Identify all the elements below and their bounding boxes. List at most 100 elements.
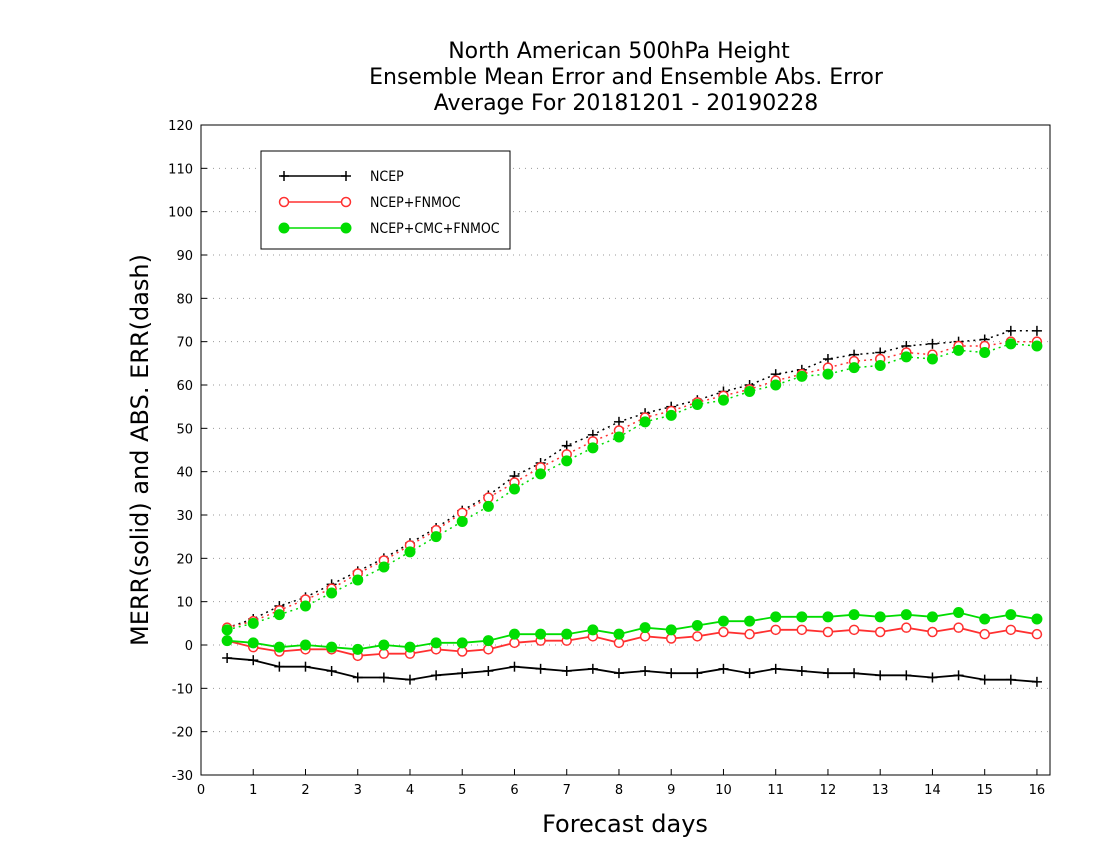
abs-err-point (744, 386, 756, 397)
abs-err-point (848, 362, 860, 374)
abs-err-point (456, 516, 468, 527)
abs-err-point (326, 587, 338, 599)
merr-point (222, 653, 233, 663)
abs-err-point (953, 344, 965, 356)
merr-point (326, 666, 337, 676)
merr-point (744, 615, 756, 627)
abs-err-point (508, 483, 520, 495)
legend-marker (340, 196, 352, 208)
x-tick-label: 11 (767, 783, 784, 798)
merr-point (822, 668, 833, 679)
abs-err-point (639, 416, 651, 428)
merr-point (953, 607, 965, 618)
merr-point (744, 668, 755, 679)
series-ncep-cmc-fnmoc (221, 338, 1043, 655)
merr-point (352, 672, 363, 683)
merr-point (273, 641, 285, 653)
merr-point (1005, 609, 1017, 621)
abs-err-point (874, 360, 886, 371)
merr-point (509, 661, 520, 672)
abs-err-point (483, 492, 494, 503)
x-tick-label: 12 (820, 783, 837, 798)
legend-item: NCEP+CMC+FNMOC (278, 221, 500, 237)
merr-point (430, 637, 442, 649)
legend-item: NCEP+FNMOC (278, 195, 461, 211)
abs-err-point (273, 609, 285, 621)
x-tick-label: 10 (715, 783, 732, 798)
abs-err-point (299, 600, 311, 612)
abs-err-point (822, 368, 834, 380)
abs-err-point (378, 561, 390, 573)
x-tick-label: 5 (458, 783, 466, 798)
merr-point (640, 666, 651, 676)
merr-point (796, 666, 807, 676)
abs-err-point (770, 379, 782, 391)
merr-point (927, 626, 938, 638)
legend: NCEP NCEP+FNMOC NCEP+CMC+FNMOC (260, 150, 511, 250)
x-tick-label: 6 (510, 783, 518, 798)
abs-err-point (456, 507, 468, 519)
x-tick-label: 1 (249, 783, 257, 798)
merr-point (483, 644, 494, 655)
merr-point (1031, 676, 1042, 687)
abs-err-point (927, 338, 938, 349)
abs-err-point (482, 500, 494, 512)
merr-point (247, 637, 259, 649)
merr-point (587, 624, 599, 636)
merr-point (509, 637, 520, 649)
abs-err-point (979, 347, 991, 358)
merr-point (378, 648, 390, 659)
y-axis-label: MERR(solid) and ABS. ERR(dash) (126, 254, 154, 646)
abs-err-point (430, 531, 442, 543)
merr-point (796, 611, 808, 623)
merr-line (227, 657, 1037, 683)
y-tick-label: 100 (168, 206, 193, 221)
y-tick-label: 0 (185, 639, 193, 654)
merr-point (926, 611, 938, 623)
merr-point (456, 646, 468, 657)
merr-line (226, 626, 1038, 657)
merr-point (875, 670, 886, 681)
y-tick-label: 70 (176, 336, 193, 351)
legend-label: NCEP+FNMOC (370, 195, 461, 211)
abs-err-point (613, 416, 624, 427)
merr-point (979, 628, 990, 640)
abs-err-line (226, 343, 1037, 631)
merr-point (822, 611, 834, 623)
merr-point (665, 624, 677, 636)
merr-point (666, 668, 677, 679)
x-tick-label: 13 (872, 783, 889, 798)
abs-err-point (535, 468, 547, 480)
x-tick-label: 7 (563, 783, 571, 798)
merr-point (221, 635, 233, 647)
merr-point (404, 674, 415, 685)
abs-err-point (587, 442, 599, 454)
y-tick-label: 110 (168, 162, 193, 177)
merr-point (770, 663, 781, 674)
legend-label: NCEP+CMC+FNMOC (370, 221, 500, 237)
abs-err-point (926, 353, 938, 365)
x-tick-label: 16 (1029, 783, 1046, 798)
merr-point (1005, 624, 1017, 636)
x-tick-label: 9 (667, 783, 675, 798)
merr-point (718, 626, 729, 638)
x-axis-label: Forecast days (542, 810, 708, 838)
y-tick-label: -30 (172, 769, 193, 784)
abs-err-point (247, 617, 259, 629)
legend-marker (278, 222, 290, 234)
merr-point (770, 611, 782, 623)
merr-point (718, 663, 729, 674)
merr-point (404, 641, 416, 653)
merr-point (639, 631, 651, 642)
merr-line (227, 611, 1038, 651)
legend-marker (340, 222, 352, 234)
abs-err-point (404, 546, 416, 558)
merr-point (692, 668, 703, 679)
abs-err-line (226, 330, 1037, 629)
abs-err-point (691, 399, 703, 410)
merr-point (901, 622, 912, 633)
abs-err-point (665, 409, 677, 421)
merr-point (1005, 674, 1016, 685)
